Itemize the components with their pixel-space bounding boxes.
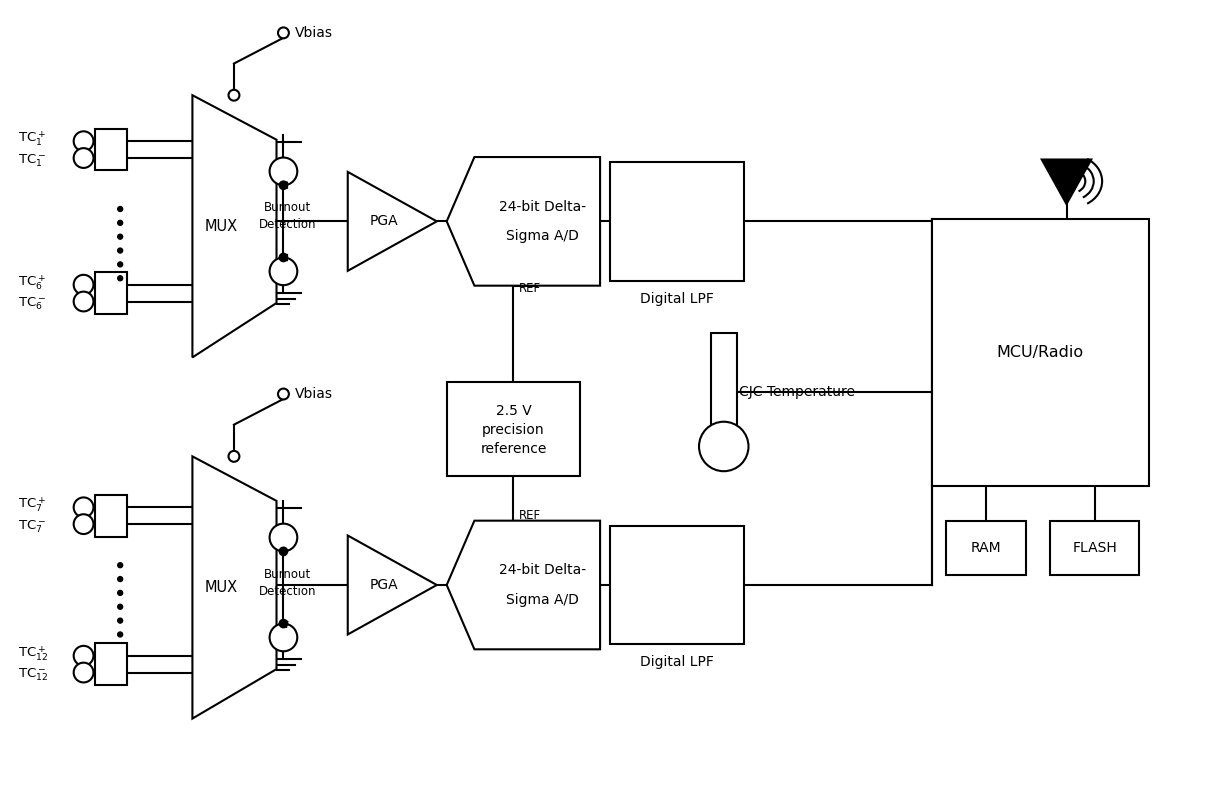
Text: PGA: PGA — [370, 578, 398, 592]
Polygon shape — [446, 157, 600, 286]
Circle shape — [118, 563, 123, 568]
Circle shape — [74, 663, 93, 683]
Circle shape — [279, 253, 287, 261]
Bar — [96, 495, 127, 536]
Text: Sigma A/D: Sigma A/D — [506, 593, 579, 607]
Bar — [610, 526, 744, 645]
Text: CJC Temperature: CJC Temperature — [739, 385, 855, 399]
Circle shape — [118, 276, 123, 280]
Polygon shape — [348, 535, 437, 634]
Circle shape — [118, 262, 123, 267]
Polygon shape — [1042, 159, 1092, 204]
Bar — [1050, 520, 1139, 575]
Text: TC$_7^-$: TC$_7^-$ — [18, 518, 46, 535]
Text: REF: REF — [518, 509, 541, 522]
Circle shape — [118, 577, 123, 581]
Circle shape — [74, 514, 93, 534]
Polygon shape — [193, 95, 277, 357]
Text: MCU/Radio: MCU/Radio — [997, 345, 1084, 360]
Text: TC$_6^+$: TC$_6^+$ — [18, 272, 46, 291]
Circle shape — [269, 524, 297, 551]
Text: MUX: MUX — [204, 580, 238, 595]
Bar — [610, 162, 744, 280]
Text: Sigma A/D: Sigma A/D — [506, 229, 579, 243]
Bar — [96, 129, 127, 170]
Text: TC$_1^-$: TC$_1^-$ — [18, 152, 46, 169]
Circle shape — [269, 257, 297, 285]
Circle shape — [269, 158, 297, 185]
Text: 24-bit Delta-: 24-bit Delta- — [499, 200, 586, 214]
Text: reference: reference — [480, 442, 547, 456]
Text: FLASH: FLASH — [1072, 541, 1117, 555]
Circle shape — [228, 451, 239, 462]
Text: MUX: MUX — [204, 219, 238, 234]
Text: REF: REF — [518, 282, 541, 295]
Text: Digital LPF: Digital LPF — [639, 291, 713, 306]
Text: TC$_1^+$: TC$_1^+$ — [18, 129, 46, 148]
Bar — [446, 383, 580, 476]
Circle shape — [279, 181, 287, 189]
Circle shape — [74, 645, 93, 665]
Text: Vbias: Vbias — [295, 387, 334, 401]
Circle shape — [118, 632, 123, 637]
Circle shape — [74, 275, 93, 295]
Circle shape — [118, 604, 123, 609]
Circle shape — [118, 248, 123, 253]
Circle shape — [228, 89, 239, 101]
Polygon shape — [348, 172, 437, 271]
Text: Vbias: Vbias — [295, 26, 334, 40]
Circle shape — [279, 547, 287, 555]
Text: precision: precision — [483, 423, 545, 437]
Circle shape — [269, 623, 297, 651]
Bar — [932, 219, 1149, 486]
Text: Burnout
Detection: Burnout Detection — [258, 568, 317, 597]
Circle shape — [74, 148, 93, 168]
Text: TC$_7^+$: TC$_7^+$ — [18, 496, 46, 514]
Text: 2.5 V: 2.5 V — [496, 405, 531, 418]
Circle shape — [118, 234, 123, 239]
Circle shape — [74, 291, 93, 311]
Circle shape — [118, 590, 123, 596]
Bar — [96, 272, 127, 314]
Bar — [96, 643, 127, 685]
Circle shape — [118, 618, 123, 623]
Circle shape — [279, 619, 287, 628]
Text: TC$_{12}^-$: TC$_{12}^-$ — [18, 667, 49, 683]
Text: PGA: PGA — [370, 215, 398, 228]
Text: Digital LPF: Digital LPF — [639, 655, 713, 669]
Polygon shape — [446, 520, 600, 649]
Bar — [946, 520, 1025, 575]
Text: TC$_{12}^+$: TC$_{12}^+$ — [18, 644, 49, 663]
Circle shape — [74, 497, 93, 517]
Circle shape — [118, 207, 123, 211]
Circle shape — [74, 131, 93, 151]
Circle shape — [278, 389, 289, 399]
Circle shape — [118, 220, 123, 225]
Text: 24-bit Delta-: 24-bit Delta- — [499, 563, 586, 577]
Circle shape — [699, 421, 748, 471]
Text: Burnout
Detection: Burnout Detection — [258, 201, 317, 231]
Bar — [711, 333, 736, 447]
Circle shape — [278, 28, 289, 38]
Text: TC$_6^-$: TC$_6^-$ — [18, 295, 46, 312]
Polygon shape — [193, 456, 277, 718]
Text: RAM: RAM — [970, 541, 1001, 555]
